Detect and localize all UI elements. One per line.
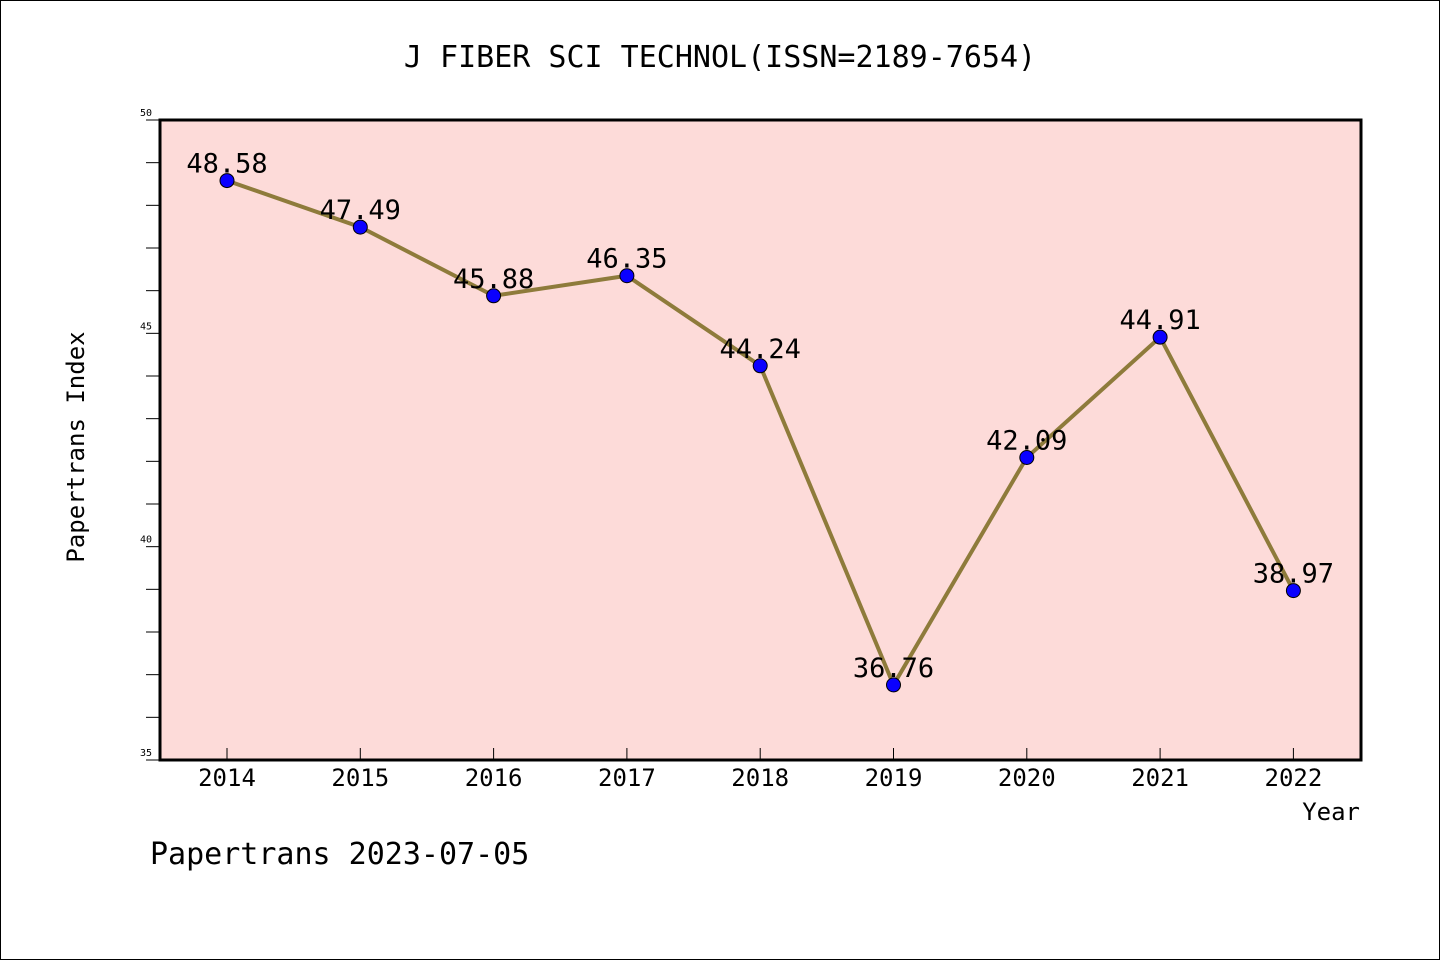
data-label: 42.09 [986, 425, 1067, 456]
x-tick-label: 2019 [865, 764, 923, 792]
data-point [619, 268, 635, 284]
y-tick-label: 40 [140, 535, 152, 546]
chart-title: J FIBER SCI TECHNOL(ISSN=2189-7654) [404, 40, 1036, 75]
data-point [219, 173, 235, 189]
data-label: 44.24 [720, 334, 801, 365]
data-point [1152, 329, 1168, 345]
data-label: 44.91 [1119, 305, 1200, 336]
data-label: 47.49 [320, 195, 401, 226]
footer-credit: Papertrans 2023-07-05 [150, 837, 529, 872]
x-axis: 2014 2015 2016 2017 2018 2019 2020 2021 2022 [198, 748, 1322, 792]
data-label: 48.58 [186, 149, 267, 180]
data-label: 36.76 [853, 653, 934, 684]
x-axis-label: Year [1302, 798, 1360, 826]
data-label: 46.35 [586, 244, 667, 275]
data-point [1285, 583, 1301, 599]
data-label: 45.88 [453, 264, 534, 295]
data-point [486, 288, 502, 304]
y-tick-label: 35 [140, 748, 152, 759]
x-tick-label: 2018 [731, 764, 789, 792]
y-axis: 35 40 45 50 [140, 108, 160, 761]
y-axis-label: Papertrans Index [62, 331, 90, 562]
x-tick-label: 2014 [198, 764, 256, 792]
x-tick-label: 2017 [598, 764, 656, 792]
data-point [352, 219, 368, 235]
series-markers [219, 173, 1301, 693]
x-tick-label: 2021 [1131, 764, 1189, 792]
x-tick-label: 2020 [998, 764, 1056, 792]
data-point [752, 358, 768, 374]
data-point [1019, 449, 1035, 465]
data-label: 38.97 [1253, 559, 1334, 590]
data-labels: 48.58 47.49 45.88 46.35 44.24 36.76 42.09 44.91… [186, 149, 1334, 684]
y-tick-label: 45 [140, 321, 152, 332]
x-tick-label: 2016 [465, 764, 523, 792]
data-point [886, 677, 901, 693]
x-tick-label: 2015 [331, 764, 389, 792]
x-tick-label: 2022 [1265, 764, 1323, 792]
y-tick-label: 50 [140, 108, 152, 119]
